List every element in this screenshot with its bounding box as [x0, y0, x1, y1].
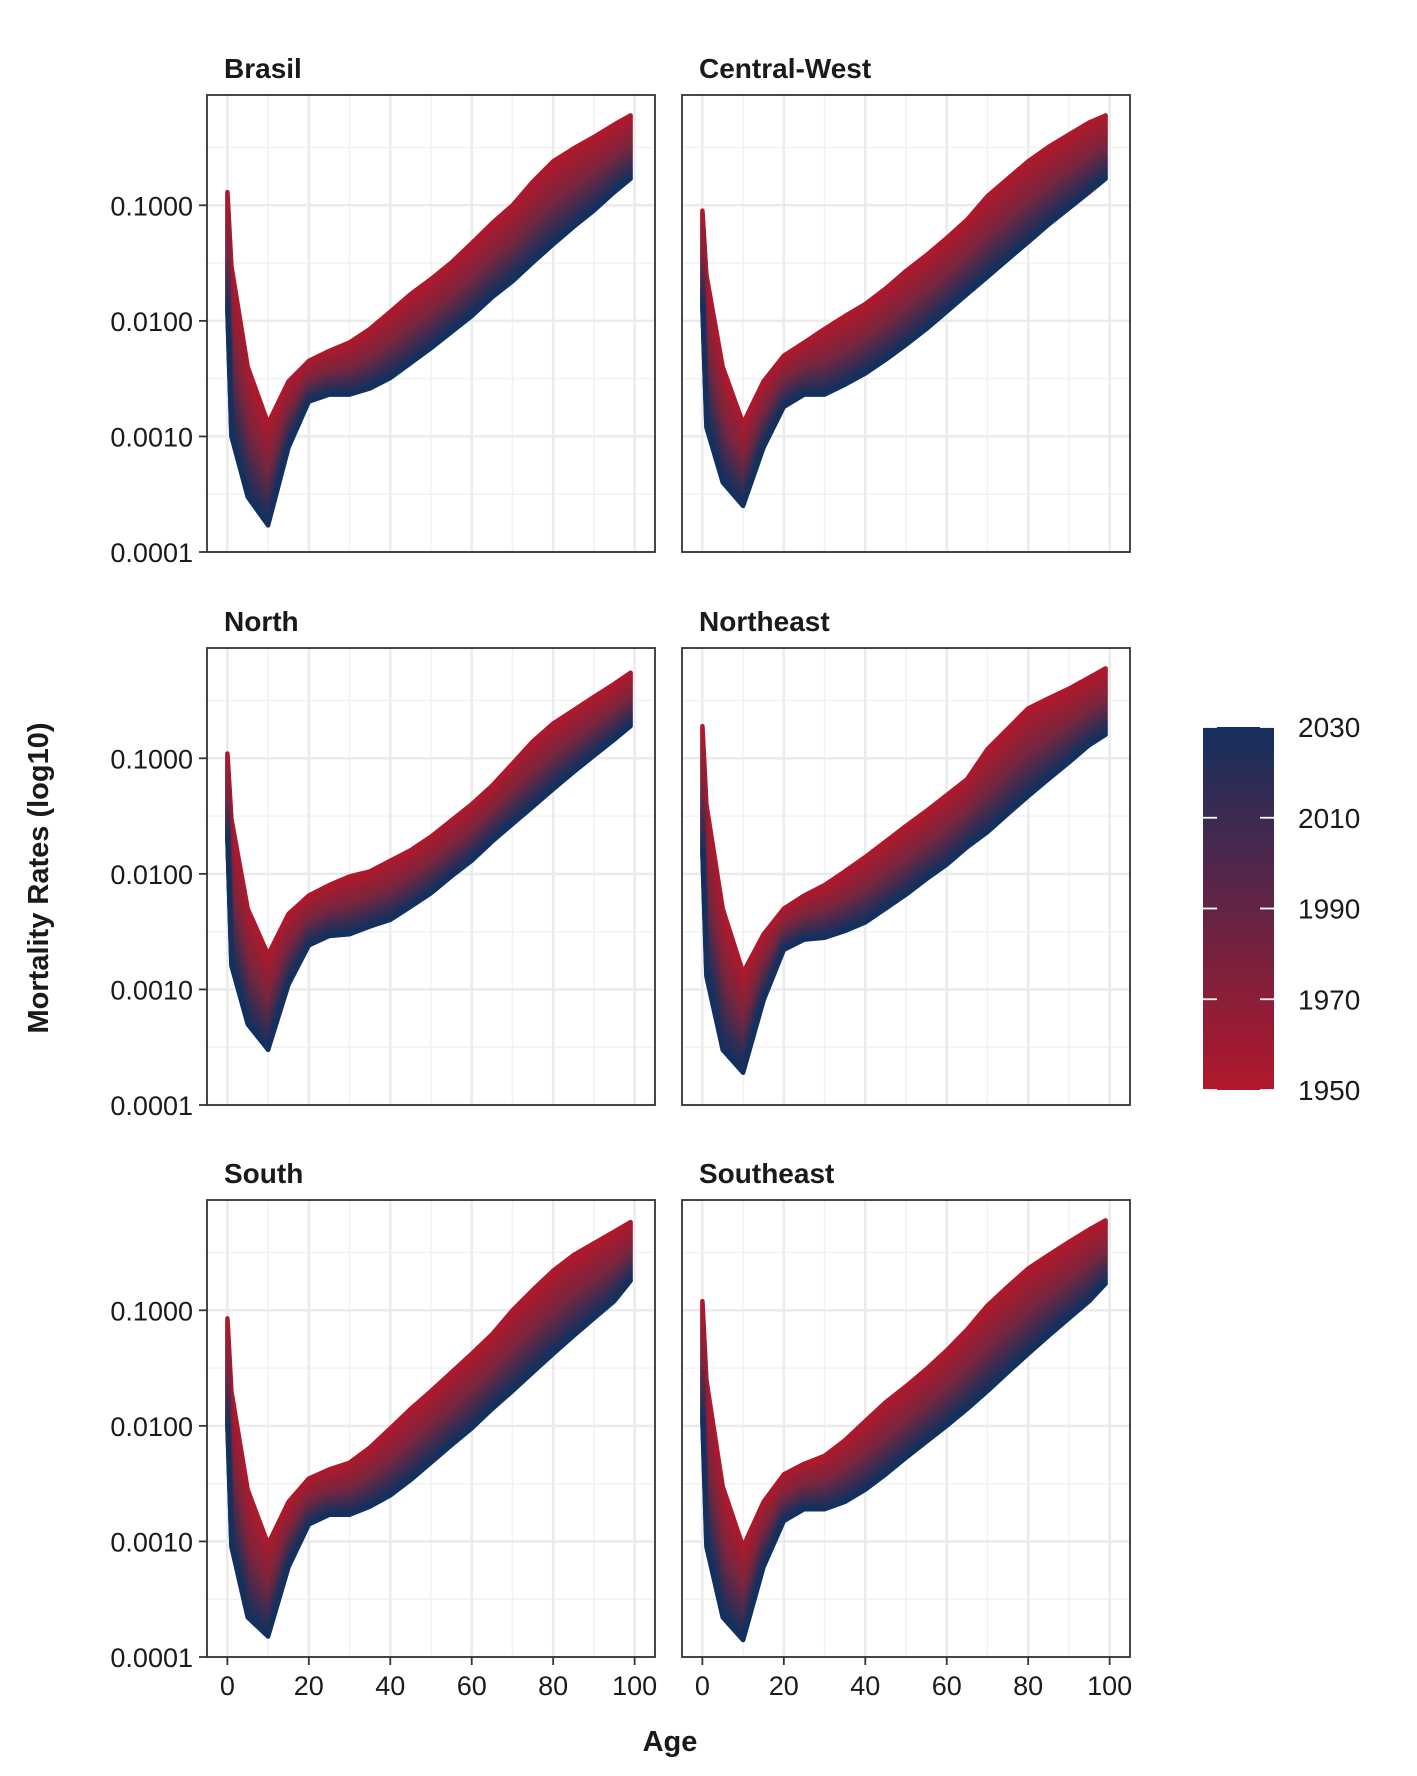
panel-northeast: Northeast — [681, 606, 1131, 1107]
x-tick-label: 60 — [457, 1671, 487, 1701]
series-line-2030 — [700, 176, 1108, 509]
x-tick-label: 40 — [375, 1671, 405, 1701]
x-axis-title: Age — [643, 1726, 698, 1758]
panels-group: Brasil 0.0001 0.0010 0.0100 0.1000 Central-We… — [110, 53, 1132, 1701]
x-tick-label: 20 — [769, 1671, 799, 1701]
y-tick-label: 0.1000 — [110, 1296, 193, 1326]
y-axis-title: Mortality Rates (log10) — [23, 723, 55, 1034]
panel-border — [681, 94, 1131, 553]
y-tick-label: 0.0010 — [110, 1527, 193, 1557]
panel-title: Northeast — [699, 606, 830, 637]
x-tick-label: 40 — [850, 1671, 880, 1701]
x-tick-label: 100 — [612, 1671, 657, 1701]
colorbar-legend: 2030 2010 1990 1970 1950 — [1203, 712, 1360, 1106]
x-tick-label: 20 — [294, 1671, 324, 1701]
panel-title: Brasil — [224, 53, 302, 84]
panel-brasil: Brasil 0.0001 0.0010 0.0100 0.1000 — [110, 53, 656, 568]
colorbar-label: 2010 — [1298, 803, 1360, 834]
y-tick-label: 0.0010 — [110, 422, 193, 452]
panel-central-west: Central-West — [681, 53, 1131, 554]
panel-title: Central-West — [699, 53, 871, 84]
panel-border — [206, 1199, 656, 1658]
y-tick-label: 0.1000 — [110, 191, 193, 221]
panel-border — [681, 647, 1131, 1106]
panel-border — [206, 94, 656, 553]
panel-title: Southeast — [699, 1158, 834, 1189]
y-tick-label: 0.0010 — [110, 975, 193, 1005]
series-line-2030 — [225, 1278, 633, 1639]
panel-border — [206, 647, 656, 1106]
panel-north: North 0.0001 0.0010 0.0100 0.1000 — [110, 606, 656, 1121]
panel-title: South — [224, 1158, 303, 1189]
x-tick-label: 0 — [220, 1671, 235, 1701]
panel-southeast: Southeast 0 20 40 60 80 100 — [681, 1158, 1132, 1701]
colorbar-label: 1970 — [1298, 984, 1360, 1015]
y-tick-label: 0.0001 — [110, 1643, 193, 1673]
y-tick-label: 0.1000 — [110, 744, 193, 774]
colorbar-label: 2030 — [1298, 712, 1360, 743]
series-line-2030 — [225, 176, 633, 528]
series-line-2030 — [700, 732, 1108, 1076]
colorbar-label: 1990 — [1298, 894, 1360, 925]
series-line-2030 — [700, 1281, 1108, 1643]
y-tick-label: 0.0001 — [110, 538, 193, 568]
y-tick-label: 0.0001 — [110, 1091, 193, 1121]
panel-south: South 0.0001 0.0010 0.0100 0.1000 0 20 40 60 80 10… — [110, 1158, 657, 1701]
x-tick-label: 100 — [1087, 1671, 1132, 1701]
colorbar-label: 1950 — [1298, 1075, 1360, 1106]
x-tick-label: 60 — [932, 1671, 962, 1701]
panel-border — [681, 1199, 1131, 1658]
series-line-2030 — [225, 723, 633, 1053]
y-tick-label: 0.0100 — [110, 1412, 193, 1442]
x-tick-label: 0 — [695, 1671, 710, 1701]
x-tick-label: 80 — [1013, 1671, 1043, 1701]
panel-title: North — [224, 606, 299, 637]
y-tick-label: 0.0100 — [110, 307, 193, 337]
y-tick-label: 0.0100 — [110, 860, 193, 890]
x-tick-label: 80 — [538, 1671, 568, 1701]
